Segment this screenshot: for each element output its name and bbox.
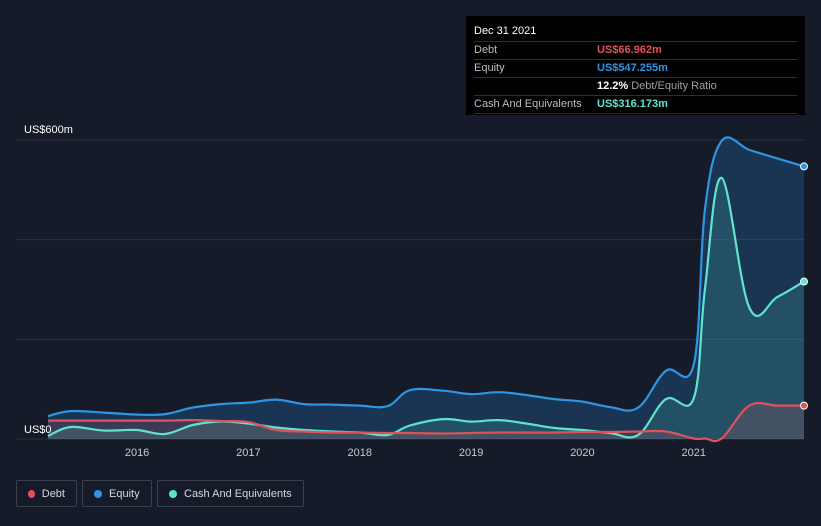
series-end-markers	[800, 162, 808, 410]
series-lines	[47, 136, 805, 443]
tooltip-debt-label: Debt	[474, 44, 498, 56]
tooltip-ratio-value: 12.2%	[597, 80, 629, 92]
debt-legend-dot-icon	[28, 489, 35, 498]
debt-line	[47, 401, 804, 443]
tooltip-equity-value: US$547.255m	[597, 62, 668, 74]
tooltip-row-equity: Equity US$547.255m	[474, 59, 797, 77]
debt-end-marker	[800, 401, 808, 410]
tooltip-date: Dec 31 2021	[474, 25, 537, 37]
data-tooltip: Dec 31 2021 Debt US$66.962m Equity US$54…	[466, 16, 805, 115]
legend-cash-label: Cash And Equivalents	[184, 487, 292, 500]
tooltip-debt-value: US$66.962m	[597, 44, 662, 56]
debt-area	[48, 402, 804, 442]
tooltip-row-cash: Cash And Equivalents US$316.173m	[474, 95, 797, 114]
tooltip-ratio-caption: Debt/Equity Ratio	[631, 80, 717, 92]
equity-legend-dot-icon	[94, 489, 102, 498]
x-tick-label-2017: 2017	[236, 447, 260, 459]
x-tick-label-2019: 2019	[459, 447, 483, 459]
legend-item-debt[interactable]: Debt	[16, 480, 77, 507]
y-axis-bottom-label: US$0	[24, 424, 52, 436]
cash-legend-dot-icon	[169, 489, 177, 498]
cash-and-equivalents-line	[47, 176, 805, 439]
x-tick-label-2018: 2018	[348, 447, 372, 459]
gridlines	[16, 139, 804, 440]
equity-end-marker	[800, 162, 808, 171]
legend-item-equity[interactable]: Equity	[82, 480, 152, 507]
x-tick-label-2021: 2021	[682, 447, 706, 459]
legend-item-cash[interactable]: Cash And Equivalents	[157, 480, 304, 507]
tooltip-row-debt: Debt US$66.962m	[474, 41, 797, 59]
x-tick-label-2020: 2020	[570, 447, 594, 459]
x-axis-ticks: 2016 2017 2018 2019 2020 2021	[125, 447, 706, 459]
y-axis-top-label: US$600m	[24, 124, 73, 136]
x-tick-label-2016: 2016	[125, 447, 149, 459]
legend-equity-label: Equity	[109, 487, 140, 500]
tooltip-cash-value: US$316.173m	[597, 98, 668, 110]
equity-line	[47, 136, 805, 418]
tooltip-cash-label: Cash And Equivalents	[474, 98, 582, 110]
series-areas	[48, 137, 804, 442]
legend-debt-label: Debt	[41, 487, 65, 500]
tooltip-ratio-label	[474, 78, 597, 95]
tooltip-row-ratio: 12.2% Debt/Equity Ratio	[474, 77, 797, 95]
tooltip-equity-label: Equity	[474, 62, 505, 74]
cash-and-equivalents-end-marker	[800, 277, 808, 286]
equity-area	[48, 137, 804, 439]
